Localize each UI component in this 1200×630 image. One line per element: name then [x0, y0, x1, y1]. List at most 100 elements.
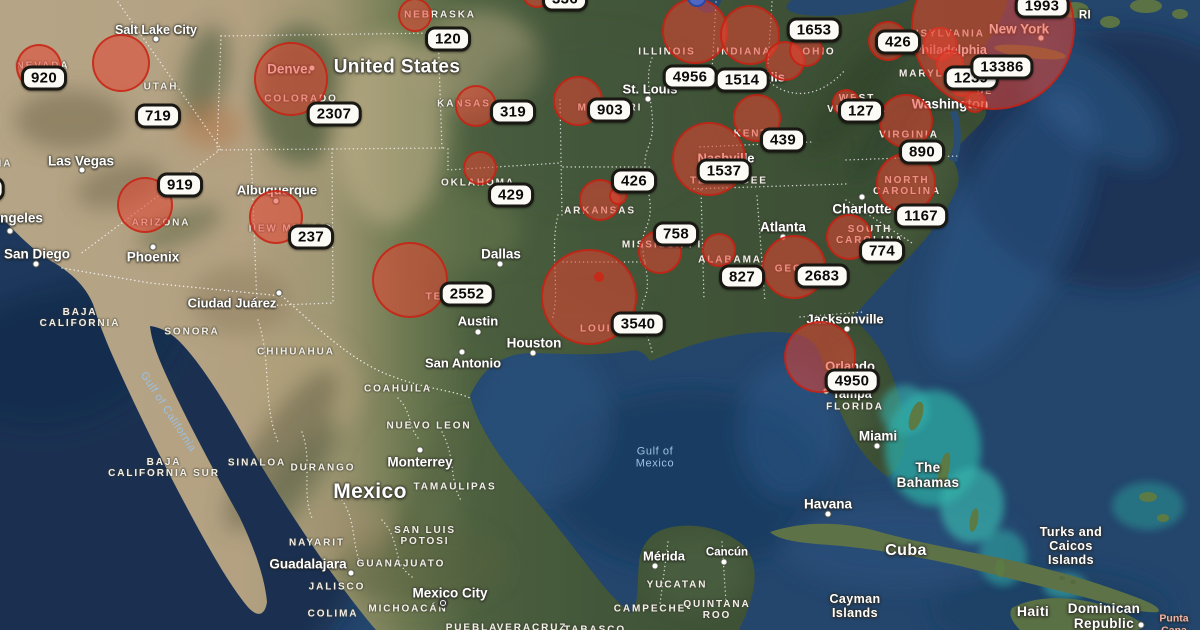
cluster-circle[interactable] [720, 5, 780, 65]
cluster-count-badge[interactable]: 429 [488, 182, 534, 208]
cluster-count-badge[interactable]: 919 [157, 172, 203, 198]
map-label-city: Ciudad Juárez [187, 295, 277, 311]
city-dot [529, 349, 537, 357]
map-label-city: Atlanta [760, 219, 806, 235]
city-dot [32, 260, 40, 268]
map-label-state: SAN LUIS POTOSI [394, 524, 456, 547]
map-label-state: BAJA CALIFORNIA SUR [108, 456, 220, 479]
map-label-state: YUCATAN [646, 579, 708, 591]
cluster-count-badge[interactable]: 127 [838, 98, 884, 124]
map-label-state: CHIHUAHUA [257, 346, 335, 358]
cluster-count-badge[interactable]: 827 [719, 264, 765, 290]
cluster-count-badge[interactable]: 8 [0, 176, 5, 202]
cluster-circle[interactable] [117, 177, 173, 233]
map-label-state: NAYARIT [289, 537, 345, 549]
cluster-count-badge[interactable]: 890 [899, 139, 945, 165]
cluster-count-badge[interactable]: 1537 [696, 158, 752, 184]
map-label-state: COAHUILA [364, 383, 432, 395]
map-label-state: PUEBLA [445, 622, 499, 630]
map-label-country: Dominican Republic [1067, 600, 1141, 630]
cluster-count-badge[interactable]: 336 [542, 0, 588, 12]
map-label-country: The Bahamas [896, 459, 960, 490]
city-dot [824, 510, 832, 518]
cluster-count-badge[interactable]: 13386 [970, 54, 1034, 80]
map-label-state: TAMAULIPAS [413, 481, 497, 493]
map-label-city: Salt Lake City [115, 23, 197, 37]
cluster-count-badge[interactable]: 426 [875, 29, 921, 55]
city-dot [843, 325, 851, 333]
map-label-state: JALISCO [308, 581, 366, 593]
map-label-city: Guadalajara [269, 556, 347, 572]
city-dot [78, 166, 86, 174]
cluster-count-badge[interactable]: 426 [611, 168, 657, 194]
map-label-city: Mérida [643, 548, 685, 564]
city-dot [474, 328, 482, 336]
cluster-circle[interactable] [702, 233, 736, 267]
cluster-count-badge[interactable]: 319 [490, 99, 536, 125]
map-label-country: Haiti [1016, 603, 1050, 620]
capital-city-marker [438, 598, 448, 608]
city-dot [149, 243, 157, 251]
city-dot [858, 193, 866, 201]
map-label-city: Dallas [481, 246, 521, 262]
cluster-circle[interactable] [662, 0, 728, 64]
cluster-circle[interactable] [455, 85, 497, 127]
cluster-count-badge[interactable]: 3540 [610, 311, 666, 337]
cluster-count-badge[interactable]: 1167 [894, 203, 948, 229]
map-label-state: NUEVO LEON [386, 420, 472, 432]
map-label-state: BAJA CALIFORNIA [39, 306, 121, 329]
cluster-count-badge[interactable]: 439 [760, 127, 806, 153]
map-label-state: VERACRUZ [496, 622, 568, 630]
map-label-country: United States [333, 56, 461, 78]
cluster-count-badge[interactable]: 1514 [714, 67, 770, 93]
city-dot [651, 562, 659, 570]
cluster-circle[interactable] [398, 0, 432, 32]
state-borders [61, 1, 959, 605]
cluster-circle[interactable] [254, 42, 328, 116]
cluster-count-badge[interactable]: 120 [425, 26, 471, 52]
map-label-state: TABASCO [563, 624, 627, 630]
cluster-count-badge[interactable]: 4956 [662, 64, 718, 90]
map-label-water: Gulf of Mexico [635, 445, 675, 470]
cluster-count-badge[interactable]: 758 [653, 221, 699, 247]
cluster-count-badge[interactable]: 719 [135, 103, 181, 129]
cluster-count-badge[interactable]: 237 [288, 224, 334, 250]
cluster-count-badge[interactable]: 920 [21, 65, 67, 91]
map-label-state: UTAH [143, 81, 179, 93]
city-dot [458, 348, 466, 356]
map-label-city: Las Vegas [47, 153, 115, 169]
city-dot [6, 227, 14, 235]
map-label-country: Cayman Islands [829, 592, 881, 620]
map-label-state: CALIFORNIA [0, 158, 13, 170]
cluster-count-badge[interactable]: 2307 [306, 101, 362, 127]
cluster-count-badge[interactable]: 4950 [824, 368, 880, 394]
cluster-count-badge[interactable]: 2683 [794, 263, 850, 289]
city-dot [152, 35, 160, 43]
map-label-country: Turks and Caicos Islands [1039, 525, 1103, 567]
cluster-count-badge[interactable]: 1653 [786, 17, 842, 43]
map-label-state: DURANGO [290, 462, 356, 474]
cluster-circle[interactable] [92, 34, 150, 92]
map-label-state: COLIMA [307, 608, 359, 620]
cluster-circle[interactable] [372, 242, 448, 318]
cluster-count-badge[interactable]: 1993 [1014, 0, 1070, 19]
map-label-country: RI [1078, 9, 1092, 22]
map-label-state: SONORA [164, 326, 220, 338]
map-label-city: San Diego [3, 246, 71, 262]
cluster-count-badge[interactable]: 774 [859, 238, 905, 264]
map-label-city: Los Angeles [0, 210, 43, 226]
map-label-city: Houston [506, 335, 562, 351]
cluster-circle[interactable] [463, 151, 497, 185]
cluster-circle[interactable] [594, 272, 604, 282]
city-dot [720, 558, 728, 566]
cluster-count-badge[interactable]: 903 [587, 97, 633, 123]
map-label-city: Cancún [705, 546, 749, 559]
map-label-country: Mexico [333, 480, 407, 504]
map-label-city: Miami [858, 428, 898, 444]
map-label-city: Phoenix [126, 249, 180, 265]
city-dot [347, 569, 355, 577]
map-label-city: Charlotte [832, 201, 892, 217]
cluster-count-badge[interactable]: 2552 [439, 281, 495, 307]
